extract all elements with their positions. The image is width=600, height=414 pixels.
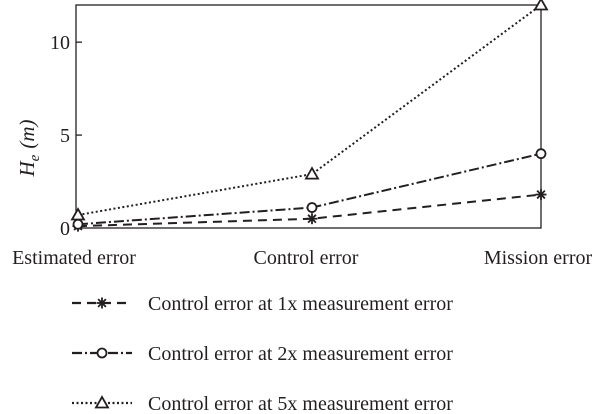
legend-label: Control error at 2x measurement error (148, 343, 453, 365)
triangle-marker (70, 207, 86, 221)
asterisk-stroke (536, 190, 546, 200)
legend-item: Control error at 2x measurement error (72, 343, 453, 365)
series-line (77, 152, 542, 226)
series-line (77, 4, 542, 216)
series-line (77, 193, 542, 228)
circle-marker (306, 202, 318, 213)
series-layer (70, 0, 549, 232)
category-label: Control error (254, 247, 359, 269)
legend-item: Control error at 5x measurement error (72, 393, 453, 414)
y-tick-label: 10 (50, 32, 70, 54)
y-tick-label: 0 (60, 218, 70, 240)
triangle-marker (304, 166, 320, 180)
y-axis-title-unit: (m) (15, 119, 39, 148)
category-label: Estimated error (12, 247, 136, 269)
legend: Control error at 1x measurement error Con… (72, 293, 453, 414)
y-axis-title-sub: e (27, 154, 43, 161)
circle-marker (535, 148, 547, 160)
y-axis-title-main: H (15, 160, 39, 178)
triangle-marker (533, 0, 549, 11)
asterisk-marker (306, 213, 318, 225)
axes (75, 4, 542, 229)
circle-marker (72, 218, 84, 230)
category-label: Mission error (484, 247, 593, 269)
legend-item: Control error at 1x measurement error (72, 293, 453, 315)
triangle-marker (94, 395, 110, 409)
asterisk-marker (96, 297, 108, 309)
category-labels: Estimated error Control error Mission erro… (12, 247, 592, 269)
asterisk-stroke (307, 214, 317, 224)
asterisk-marker (535, 189, 547, 201)
legend-label: Control error at 5x measurement error (148, 393, 453, 414)
series-1 (72, 189, 547, 232)
plot-frame (75, 4, 542, 229)
series-2 (72, 148, 547, 230)
y-tick-label: 5 (60, 125, 70, 147)
y-ticks: 0 5 10 (50, 32, 82, 240)
circle-marker (96, 347, 108, 359)
y-axis-title: He (m) (15, 119, 43, 177)
legend-label: Control error at 1x measurement error (148, 293, 453, 315)
series-3 (70, 0, 549, 221)
asterisk-stroke (97, 298, 107, 308)
